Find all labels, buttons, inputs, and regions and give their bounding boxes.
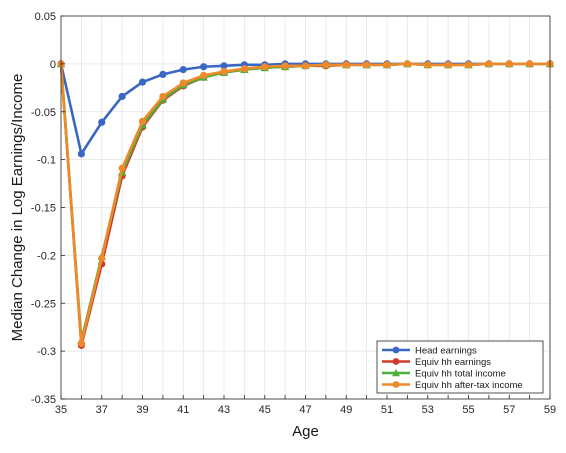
- y-tick-label: -0.3: [37, 346, 56, 358]
- x-tick-label: 47: [299, 404, 311, 416]
- y-axis-ticks: 0.05 0 -0.05 -0.1 -0.15 -0.2 -0.25 -0.3 -0.35: [31, 11, 65, 406]
- legend-marker: [392, 358, 400, 365]
- legend-label: Equiv hh after-tax income: [415, 380, 523, 391]
- data-point: [220, 67, 228, 76]
- y-tick-label: -0.05: [31, 107, 56, 119]
- legend-marker: [392, 346, 400, 354]
- legend-item: Equiv hh total income: [382, 368, 506, 379]
- data-point: [77, 150, 85, 158]
- data-point: [240, 65, 248, 73]
- series-4: [57, 60, 554, 348]
- data-point: [342, 61, 350, 69]
- x-tick-label: 45: [259, 404, 271, 416]
- y-tick-label: -0.1: [37, 155, 56, 167]
- x-tick-label: 51: [381, 404, 393, 416]
- y-tick-label: 0.05: [35, 11, 56, 23]
- data-point: [363, 61, 371, 69]
- data-point: [281, 62, 289, 70]
- y-tick-label: -0.25: [31, 298, 56, 310]
- y-tick-label: -0.35: [31, 394, 56, 406]
- legend-item: Head earnings: [382, 345, 477, 356]
- data-point: [179, 79, 187, 87]
- legend-marker: [392, 369, 400, 377]
- data-point: [526, 60, 534, 68]
- data-point: [138, 117, 147, 125]
- data-point: [77, 339, 85, 348]
- data-point: [179, 66, 187, 74]
- data-point: [220, 62, 228, 70]
- data-point: [424, 61, 432, 69]
- data-point: [200, 71, 208, 79]
- x-tick-label: 43: [218, 404, 230, 416]
- x-tick-label: 49: [340, 404, 352, 416]
- x-tick-label: 53: [422, 404, 434, 416]
- data-point: [200, 63, 208, 71]
- series-group: [56, 59, 555, 349]
- data-point: [98, 118, 106, 126]
- y-tick-label: -0.2: [37, 250, 56, 262]
- x-tick-label: 59: [544, 404, 556, 416]
- data-point: [383, 61, 391, 69]
- data-point: [301, 62, 310, 70]
- legend-item: Equiv hh earnings: [382, 357, 491, 368]
- x-tick-label: 37: [96, 404, 108, 416]
- data-point: [98, 254, 106, 262]
- legend-label: Equiv hh earnings: [415, 357, 491, 368]
- x-tick-label: 41: [177, 404, 189, 416]
- data-point: [118, 92, 126, 101]
- data-point: [138, 78, 147, 86]
- y-axis-label: Median Change in Log Earnings/Income: [9, 74, 26, 342]
- legend-marker: [392, 381, 400, 388]
- x-axis-label: Age: [292, 423, 319, 440]
- data-point: [322, 61, 330, 69]
- data-point: [118, 164, 126, 172]
- legend-label: Equiv hh total income: [415, 368, 506, 379]
- data-point: [159, 70, 167, 79]
- y-tick-label: 0: [50, 59, 56, 71]
- data-point: [485, 60, 493, 68]
- data-point: [444, 61, 452, 69]
- data-point: [403, 60, 411, 68]
- x-tick-label: 55: [462, 404, 474, 416]
- legend-label: Head earnings: [415, 345, 477, 356]
- x-tick-label: 57: [503, 404, 515, 416]
- x-tick-label: 39: [136, 404, 148, 416]
- data-point: [159, 92, 167, 101]
- data-point: [464, 61, 473, 69]
- legend-item: Equiv hh after-tax income: [382, 380, 523, 391]
- y-tick-label: -0.15: [31, 203, 56, 215]
- x-axis-ticks: 35 37 39 41 43 45 47 49 51 53 55 57 59: [55, 395, 556, 416]
- x-tick-label: 35: [55, 404, 67, 416]
- data-point: [261, 63, 269, 71]
- data-point: [505, 60, 513, 68]
